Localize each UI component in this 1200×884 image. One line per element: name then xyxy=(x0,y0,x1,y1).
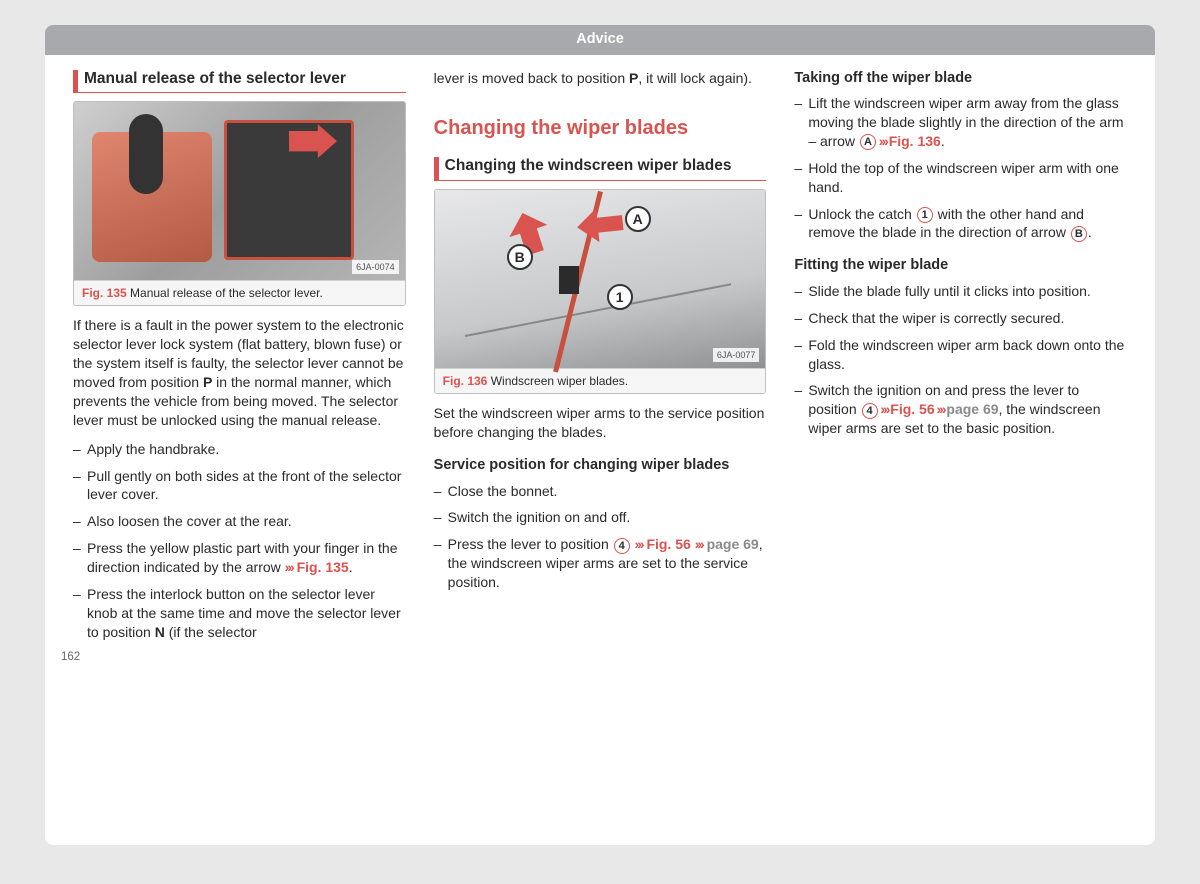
list-text: Hold the top of the windscreen wiper arm… xyxy=(808,159,1127,197)
list-text: Press the interlock button on the select… xyxy=(87,585,406,642)
list-item: –Switch the ignition on and off. xyxy=(434,508,767,527)
subhead-taking-off: Taking off the wiper blade xyxy=(794,69,1127,89)
col2-paragraph: Set the windscreen wiper arms to the ser… xyxy=(434,404,767,442)
figure-135-number: Fig. 135 xyxy=(82,286,127,300)
list-item: – Unlock the catch 1 with the other hand… xyxy=(794,205,1127,243)
list-text: Check that the wiper is correctly secure… xyxy=(808,309,1127,328)
list-item: –Press the lever to position 4 ››› Fig. … xyxy=(434,535,767,592)
list-item: –Press the yellow plastic part with your… xyxy=(73,539,406,577)
col1-paragraph: If there is a fault in the power system … xyxy=(73,316,406,429)
list-text: Slide the blade fully until it clicks in… xyxy=(808,282,1127,301)
list-text: Switch the ignition on and press the lev… xyxy=(808,381,1127,438)
figure-135-text: Manual release of the selector lever. xyxy=(130,286,323,300)
subhead-fitting: Fitting the wiper blade xyxy=(794,256,1127,276)
col2-continuation: lever is moved back to position P, it wi… xyxy=(434,69,767,88)
col3-list-2: –Slide the blade fully until it clicks i… xyxy=(794,282,1127,438)
list-item: – Lift the windscreen wiper arm away fro… xyxy=(794,94,1127,151)
section-title-wrap: Manual release of the selector lever xyxy=(73,69,406,94)
col3-list-1: – Lift the windscreen wiper arm away fro… xyxy=(794,94,1127,242)
label-a: A xyxy=(625,206,651,232)
list-text: Close the bonnet. xyxy=(448,482,767,501)
figure-136: A B 1 6JA-0077 Fig. 136 Windscreen wiper… xyxy=(434,189,767,394)
list-text: Press the yellow plastic part with your … xyxy=(87,539,406,577)
list-text: Pull gently on both sides at the front o… xyxy=(87,467,406,505)
list-item: – Switch the ignition on and press the l… xyxy=(794,381,1127,438)
figure-135-image: 6JA-0074 xyxy=(74,102,405,280)
figure-136-caption: Fig. 136 Windscreen wiper blades. xyxy=(435,368,766,393)
list-text: Press the lever to position 4 ››› Fig. 5… xyxy=(448,535,767,592)
main-heading: Changing the wiper blades xyxy=(434,115,767,142)
list-text: Apply the handbrake. xyxy=(87,440,406,459)
label-b: B xyxy=(507,244,533,270)
list-text: Lift the windscreen wiper arm away from … xyxy=(808,94,1127,151)
list-item: –Check that the wiper is correctly secur… xyxy=(794,309,1127,328)
page-number: 162 xyxy=(61,650,406,666)
list-item: –Close the bonnet. xyxy=(434,482,767,501)
figure-136-tag: 6JA-0077 xyxy=(713,348,760,362)
figure-136-text: Windscreen wiper blades. xyxy=(491,374,628,388)
column-3: Taking off the wiper blade – Lift the wi… xyxy=(794,69,1127,666)
figure-135-tag: 6JA-0074 xyxy=(352,260,399,274)
col1-list: –Apply the handbrake. –Pull gently on bo… xyxy=(73,440,406,642)
figure-135-caption: Fig. 135 Manual release of the selector … xyxy=(74,280,405,305)
column-2: lever is moved back to position P, it wi… xyxy=(434,69,767,666)
list-text: Fold the windscreen wiper arm back down … xyxy=(808,336,1127,374)
list-item: –Apply the handbrake. xyxy=(73,440,406,459)
windscreen-line xyxy=(464,283,730,337)
list-text: Switch the ignition on and off. xyxy=(448,508,767,527)
lever-knob-shape xyxy=(129,114,163,194)
list-item: –Fold the windscreen wiper arm back down… xyxy=(794,336,1127,374)
section-title-wrap: Changing the windscreen wiper blades xyxy=(434,156,767,181)
section-title-wiper: Changing the windscreen wiper blades xyxy=(434,157,732,180)
list-item: –Also loosen the cover at the rear. xyxy=(73,512,406,531)
figure-135: 6JA-0074 Fig. 135 Manual release of the … xyxy=(73,101,406,306)
list-item: –Slide the blade fully until it clicks i… xyxy=(794,282,1127,301)
list-text: Also loosen the cover at the rear. xyxy=(87,512,406,531)
list-item: –Pull gently on both sides at the front … xyxy=(73,467,406,505)
subhead-service-position: Service position for changing wiper blad… xyxy=(434,456,767,476)
col2-list: –Close the bonnet. –Switch the ignition … xyxy=(434,482,767,592)
arrow-a-icon xyxy=(575,206,624,245)
list-item: –Hold the top of the windscreen wiper ar… xyxy=(794,159,1127,197)
label-1: 1 xyxy=(607,284,633,310)
wiper-clip-shape xyxy=(559,266,579,294)
list-text: Unlock the catch 1 with the other hand a… xyxy=(808,205,1127,243)
section-title-manual-release: Manual release of the selector lever xyxy=(73,70,346,93)
page-header: Advice xyxy=(45,25,1155,55)
content-columns: Manual release of the selector lever 6JA… xyxy=(73,69,1127,666)
figure-136-image: A B 1 6JA-0077 xyxy=(435,190,766,368)
list-item: –Press the interlock button on the selec… xyxy=(73,585,406,642)
figure-136-number: Fig. 136 xyxy=(443,374,488,388)
column-1: Manual release of the selector lever 6JA… xyxy=(73,69,406,666)
manual-page: Advice Manual release of the selector le… xyxy=(45,25,1155,845)
